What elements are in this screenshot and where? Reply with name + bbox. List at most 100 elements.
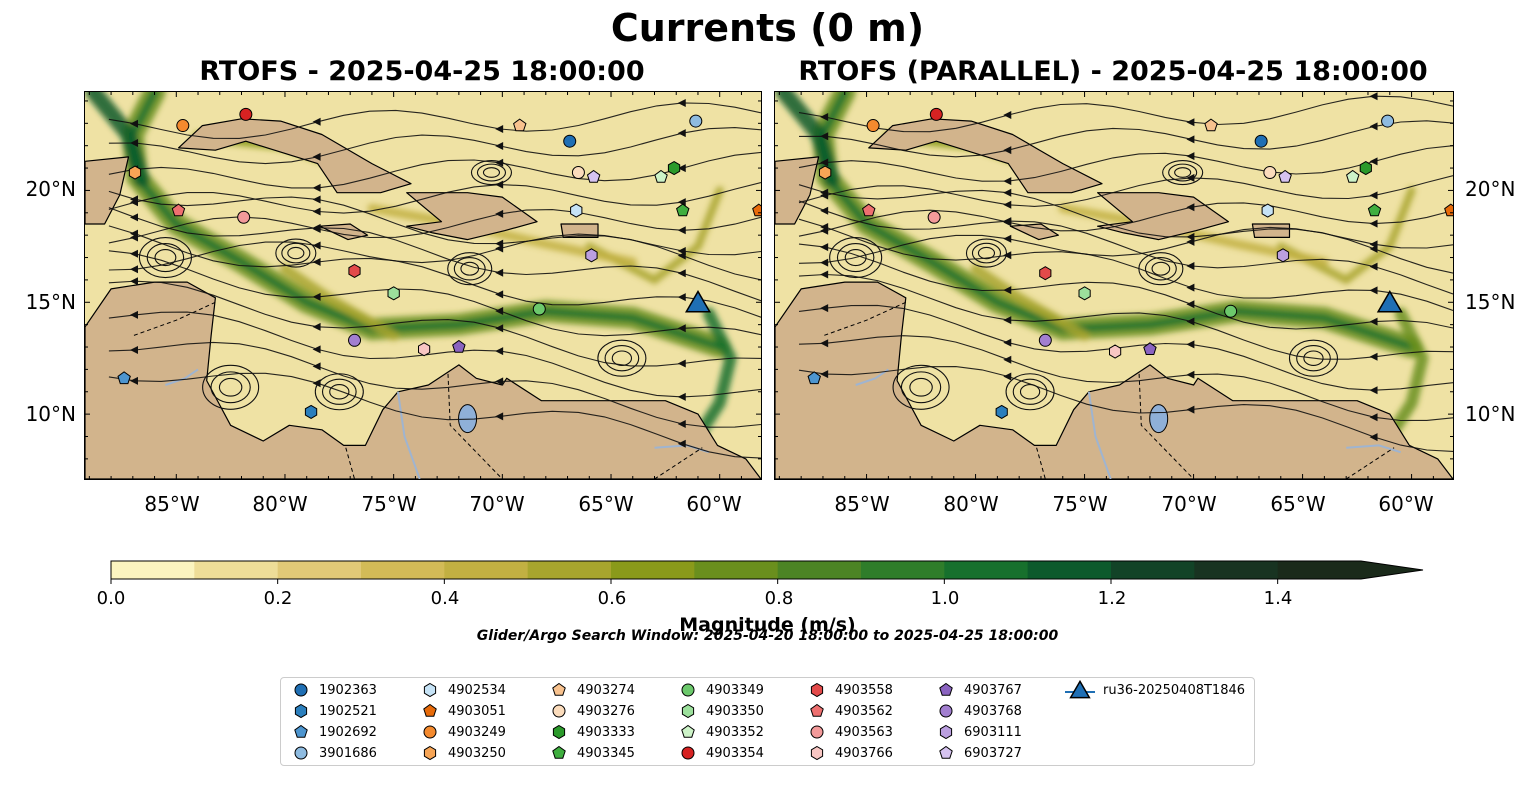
float-marker-4903250	[128, 165, 142, 180]
legend: 1902363 1902521 1902692 3901686 4902534 49030…	[280, 677, 1255, 766]
float-marker-6903727	[1278, 169, 1292, 183]
circle-marker-icon	[294, 746, 308, 760]
streamline-arrow	[312, 292, 321, 301]
legend-item: 4903558	[807, 680, 893, 700]
streamline-arrow	[312, 379, 321, 388]
streamline-arrow	[677, 439, 686, 448]
colorbar-tick: 0.4	[430, 588, 460, 609]
float-marker-1902521	[304, 404, 318, 419]
streamline-arrow	[1003, 177, 1012, 186]
streamline-arrow	[1369, 352, 1378, 361]
legend-item: 4903345	[549, 743, 635, 763]
float-marker-4903349	[532, 302, 546, 316]
streamline-arrow	[1186, 173, 1195, 182]
streamline-arrow	[677, 269, 686, 278]
eddy-streamline	[892, 364, 950, 410]
eddy-streamline	[1162, 159, 1204, 186]
streamline-arrow	[820, 191, 829, 200]
streamline-arrow	[1369, 386, 1378, 395]
legend-label: 6903727	[964, 745, 1022, 761]
lon-label-70w: 70°W	[469, 492, 525, 516]
puerto-rico-island	[560, 223, 599, 238]
hexagon-marker-icon	[681, 703, 695, 719]
streamline-arrow	[1003, 111, 1012, 120]
float-marker-4903558	[1039, 266, 1052, 281]
streamline-arrow	[312, 183, 321, 192]
colorbar-segment	[777, 561, 862, 579]
streamline-arrow	[820, 206, 829, 215]
legend-label: 4903249	[448, 724, 506, 740]
eddy-streamline	[977, 246, 996, 260]
streamline-arrow	[129, 233, 138, 242]
lon-label-75w: 75°W	[361, 492, 417, 516]
circle-marker-icon	[939, 704, 953, 718]
legend-item: 4903352	[678, 722, 764, 742]
legend-label: 4903354	[706, 745, 764, 761]
axis-ticks	[775, 92, 1453, 479]
streamlines	[108, 98, 761, 459]
colorbar-tick: 0.8	[764, 588, 794, 609]
lon-label-80w: 80°W	[252, 492, 308, 516]
streamline-arrow	[129, 119, 138, 128]
legend-label: 4903767	[964, 682, 1022, 698]
land-masses	[85, 118, 761, 479]
float-marker-1902692	[117, 371, 131, 385]
legend-item: 1902363	[291, 680, 377, 700]
legend-item: 3901686	[291, 743, 377, 763]
legend-label: 4902534	[448, 682, 506, 698]
streamline-arrow	[312, 345, 321, 354]
streamline-arrow	[1186, 135, 1195, 144]
float-marker-4903274	[1204, 118, 1218, 132]
country-borders	[822, 301, 1395, 479]
streamline-arrow	[312, 207, 321, 216]
legend-label: 4903563	[835, 724, 893, 740]
map-panel-rtofs	[84, 91, 762, 480]
eddy-streamline	[329, 384, 350, 400]
float-marker-4903767	[1143, 342, 1157, 355]
float-marker-4903350	[387, 286, 400, 301]
streamline-arrow	[1003, 146, 1012, 155]
eddy-streamline	[287, 246, 305, 260]
streamline-arrow	[1003, 338, 1012, 347]
eddy-streamline	[1151, 261, 1171, 276]
figure-title: Currents (0 m)	[610, 6, 925, 50]
streamline-arrow	[1003, 218, 1012, 227]
legend-label: 1902363	[319, 682, 377, 698]
pentagon-marker-icon	[810, 703, 824, 717]
lat-label-10n-right: 10°N	[1465, 402, 1516, 426]
colorbar-segment	[1111, 561, 1195, 579]
lake-maracaibo	[1149, 404, 1169, 434]
eddy-streamline	[1019, 384, 1041, 400]
legend-item: 4902534	[420, 680, 506, 700]
streamline-arrow	[1369, 317, 1378, 326]
colorbar-tick: 1.0	[930, 588, 960, 609]
hexagon-marker-icon	[423, 682, 437, 698]
legend-item: 4903563	[807, 722, 893, 742]
panel-title-rtofs-parallel: RTOFS (PARALLEL) - 2025-04-25 18:00:00	[798, 56, 1428, 87]
eddy-streamline	[1174, 167, 1192, 178]
legend-item: 4903250	[420, 743, 506, 763]
colorbar-segment	[361, 561, 445, 579]
legend-item: 4903349	[678, 680, 764, 700]
eddy-streamline	[202, 364, 260, 410]
streamline-arrow	[677, 198, 686, 207]
streamline-arrow	[1369, 262, 1378, 271]
streamline-arrow	[820, 370, 829, 379]
colorbar-segment	[611, 561, 695, 579]
eddy-streamline	[1144, 256, 1177, 281]
float-marker-4903768	[348, 333, 362, 347]
streamline-arrow	[495, 324, 504, 333]
streamline-arrow	[1369, 240, 1378, 249]
streamline-arrow	[677, 324, 686, 333]
legend-label: 4903766	[835, 745, 893, 761]
streamline-arrow	[312, 152, 321, 161]
map-canvas	[85, 92, 761, 479]
eddy-streamline	[965, 238, 1008, 268]
map-panel-rtofs-parallel	[774, 91, 1454, 480]
streamline-arrow	[820, 270, 829, 279]
streamline-arrow	[1003, 286, 1012, 295]
streamline-arrow	[1003, 234, 1012, 243]
hexagon-marker-icon	[810, 682, 824, 698]
colorbar-extend-arrow	[1361, 561, 1423, 579]
pentagon-marker-icon	[681, 724, 695, 738]
